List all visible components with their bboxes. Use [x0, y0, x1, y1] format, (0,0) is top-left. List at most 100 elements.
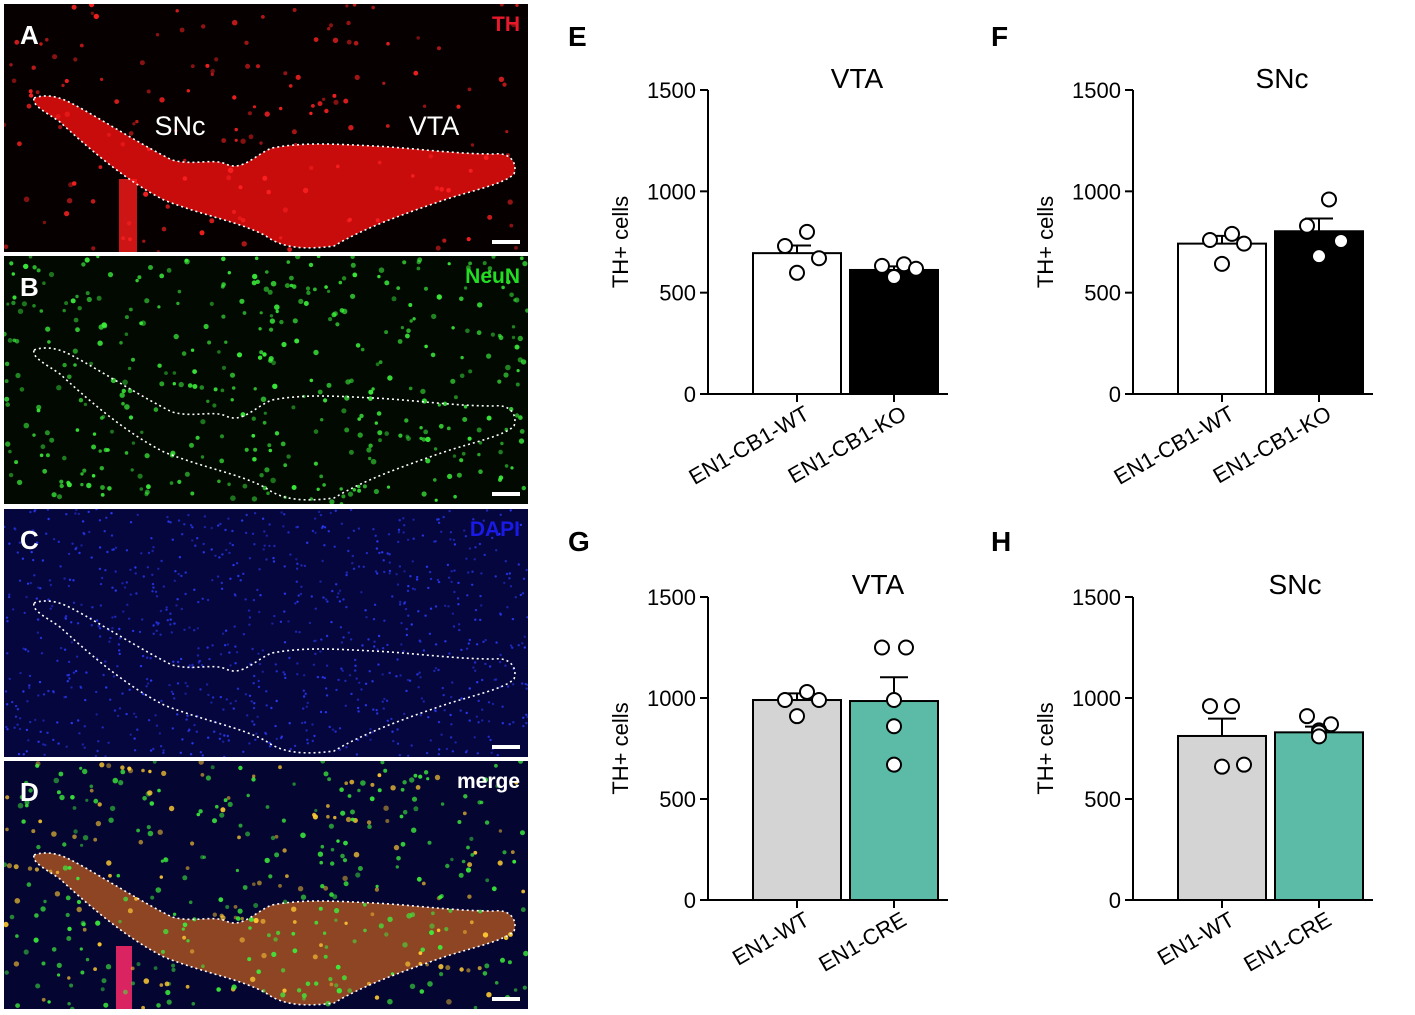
cell-dot [411, 174, 415, 178]
cell-dot [526, 715, 528, 719]
cell-dot [4, 970, 9, 975]
cell-dot [67, 976, 71, 980]
cell-dot [99, 762, 105, 768]
cell-dot [378, 360, 383, 364]
cell-dot [464, 535, 468, 538]
cell-dot [423, 770, 429, 775]
cell-dot [128, 131, 134, 136]
cell-dot [383, 805, 389, 811]
cell-dot [18, 717, 22, 720]
cell-dot [231, 209, 237, 214]
cell-dot [227, 271, 231, 275]
cell-dot [49, 437, 55, 443]
cell-dot [384, 431, 390, 436]
cell-dot [478, 542, 482, 546]
cell-dot [40, 652, 44, 655]
cell-dot [286, 454, 291, 459]
cell-dot [226, 175, 232, 181]
cell-dot [282, 525, 285, 528]
cell-dot [341, 276, 347, 281]
cell-dot [434, 605, 438, 608]
cell-dot [219, 434, 225, 439]
cell-dot [367, 638, 370, 641]
y-axis-label: TH+ cells [1033, 702, 1058, 794]
cell-dot [303, 674, 306, 677]
cell-dot [65, 895, 71, 901]
cell-dot [143, 191, 149, 197]
cell-dot [486, 353, 492, 359]
cell-dot [368, 443, 373, 448]
cell-dot [346, 20, 351, 26]
cell-dot [433, 540, 436, 543]
cell-dot [467, 87, 472, 92]
cell-dot [352, 567, 356, 570]
cell-dot [311, 723, 314, 726]
cell-dot [452, 538, 456, 542]
cell-dot [16, 723, 19, 726]
cell-dot [410, 912, 416, 918]
cell-dot [403, 570, 406, 573]
cell-dot [373, 640, 376, 643]
cell-dot [327, 777, 331, 782]
cell-dot [314, 981, 319, 986]
cell-dot [375, 218, 380, 223]
cell-dot [248, 926, 252, 930]
cell-dot [509, 509, 512, 512]
cell-dot [145, 677, 149, 681]
cell-dot [406, 589, 410, 593]
cell-dot [19, 387, 25, 392]
cell-dot [223, 798, 228, 803]
cell-dot [70, 621, 73, 624]
cell-dot [317, 101, 323, 107]
cell-dot [419, 426, 423, 430]
cell-dot [133, 749, 137, 752]
cell-dot [427, 981, 433, 987]
cell-dot [165, 608, 168, 611]
cell-dot [324, 598, 328, 601]
cell-dot [345, 571, 348, 574]
cell-dot [200, 455, 205, 459]
cell-dot [466, 968, 471, 973]
cell-dot [148, 769, 152, 774]
cell-dot [446, 426, 451, 431]
cell-dot [483, 553, 486, 557]
cell-dot [326, 600, 329, 603]
cell-dot [155, 595, 159, 598]
cell-dot [140, 320, 146, 326]
cell-dot [351, 562, 354, 565]
cell-dot [151, 582, 155, 586]
cell-dot [480, 604, 483, 607]
cell-dot [137, 473, 143, 479]
cell-dot [427, 716, 430, 719]
cell-dot [523, 950, 528, 957]
y-tick-label: 500 [1084, 787, 1121, 812]
data-point [1214, 255, 1230, 272]
cell-dot [319, 710, 323, 714]
cell-dot [356, 698, 360, 701]
cell-dot [104, 569, 107, 572]
data-point [811, 250, 827, 267]
cell-dot [184, 692, 187, 695]
cell-dot [262, 352, 267, 357]
cell-dot [58, 125, 63, 130]
cell-dot [319, 580, 322, 583]
cell-dot [67, 584, 71, 588]
cell-dot [185, 718, 188, 721]
cell-dot [182, 176, 188, 181]
cell-dot [38, 680, 42, 684]
cell-dot [82, 531, 85, 535]
cell-dot [7, 338, 13, 343]
cell-dot [483, 155, 489, 161]
cell-dot [136, 728, 139, 731]
cell-dot [293, 142, 298, 147]
cell-dot [298, 298, 304, 304]
cell-dot [450, 723, 453, 726]
cell-dot [99, 582, 103, 586]
cell-dot [224, 629, 228, 632]
cell-dot [520, 907, 526, 913]
cell-dot [406, 538, 410, 541]
cell-dot [21, 557, 25, 560]
cell-dot [303, 564, 307, 568]
cell-dot [467, 571, 470, 574]
cell-dot [428, 570, 432, 574]
